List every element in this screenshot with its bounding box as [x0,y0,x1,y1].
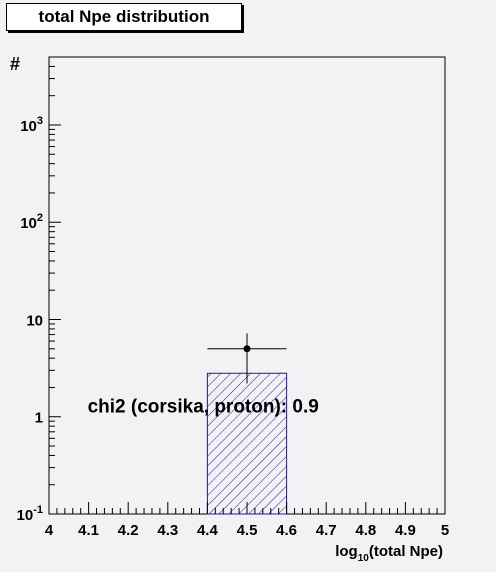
x-tick-label: 4.8 [355,522,376,539]
x-tick-label: 4.1 [78,522,99,539]
histogram-bar [206,372,288,515]
x-tick-label: 4.4 [197,522,219,539]
x-tick-label: 4.2 [118,522,139,539]
y-tick-label: 103 [20,115,43,135]
x-tick-label: 5 [441,522,449,539]
y-tick-label: 10 [26,312,43,329]
x-tick-label: 4.5 [237,522,258,539]
y-tick-label: 102 [20,212,43,232]
x-tick-label: 4.6 [276,522,297,539]
chart-title: total Npe distribution [6,3,242,31]
chi2-annotation: chi2 (corsika, proton): 0.9 [88,397,319,418]
x-tick-label: 4.3 [157,522,178,539]
x-tick-label: 4.7 [316,522,337,539]
data-point [243,345,251,353]
y-axis-label: # [10,54,20,74]
y-tick-label: 10-1 [17,504,43,524]
x-axis-label: log10(total Npe) [335,543,443,564]
x-tick-label: 4.9 [395,522,416,539]
x-tick-label: 4 [45,522,54,539]
y-tick-label: 1 [35,410,43,427]
